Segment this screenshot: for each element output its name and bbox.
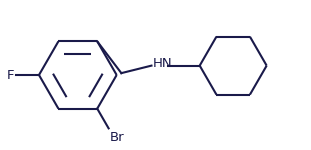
Text: Br: Br — [110, 131, 125, 144]
Text: F: F — [7, 69, 14, 81]
Text: HN: HN — [153, 57, 172, 70]
